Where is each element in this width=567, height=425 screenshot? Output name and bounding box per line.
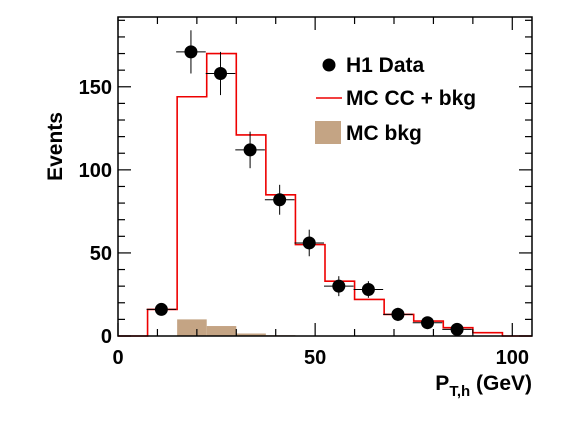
data-point-marker	[154, 302, 168, 316]
mc-bkg-bin	[206, 326, 237, 336]
x-axis-title-unit: (GeV)	[470, 372, 532, 395]
y-tick-label: 0	[101, 326, 112, 348]
y-axis-title: Events	[44, 112, 67, 181]
legend-marker-data	[322, 58, 336, 72]
plot-frame-border	[117, 16, 533, 337]
mc-bkg-bin	[177, 319, 207, 336]
legend-label-bkg: MC bkg	[346, 122, 422, 145]
x-tick-label: 100	[496, 347, 529, 369]
data-point	[294, 229, 325, 257]
x-axis-title-main: P	[435, 372, 449, 395]
data-point-marker	[302, 236, 316, 250]
legend-label-mc: MC CC + bkg	[346, 87, 476, 110]
y-tick-label: 50	[90, 243, 112, 265]
data-point-marker	[332, 279, 346, 293]
data-point	[176, 30, 206, 74]
x-axis-title: PT,h (GeV)	[435, 372, 532, 400]
data-point	[353, 281, 384, 298]
data-point-marker	[273, 193, 287, 207]
data-point	[264, 184, 295, 215]
x-tick-label: 50	[304, 347, 326, 369]
x-tick-label: 0	[112, 347, 123, 369]
legend: H1 Data MC CC + bkg MC bkg	[315, 54, 476, 145]
data-point-marker	[184, 45, 198, 59]
data-point	[442, 322, 472, 336]
x-axis-title-subscript: T,h	[449, 383, 470, 400]
data-point-marker	[361, 282, 375, 296]
y-tick-label: 150	[79, 77, 112, 99]
h1-data-points	[146, 30, 472, 336]
mc-bkg-bin	[236, 333, 266, 336]
data-point-marker	[214, 66, 228, 80]
data-point	[205, 51, 236, 96]
plot-frame	[117, 16, 533, 337]
data-point	[412, 316, 443, 330]
y-tick-label: 100	[79, 160, 112, 182]
data-point	[324, 276, 354, 297]
data-point-marker	[421, 316, 435, 330]
legend-label-data: H1 Data	[346, 54, 425, 77]
data-point-marker	[243, 143, 257, 157]
data-point	[383, 307, 413, 322]
data-point-marker	[391, 307, 405, 321]
data-point	[146, 302, 177, 316]
data-point-marker	[450, 322, 464, 336]
data-point	[235, 131, 265, 169]
legend-marker-bkg	[315, 121, 341, 144]
axis-ticks: 0 50 100 0 50 100 150	[79, 17, 532, 369]
